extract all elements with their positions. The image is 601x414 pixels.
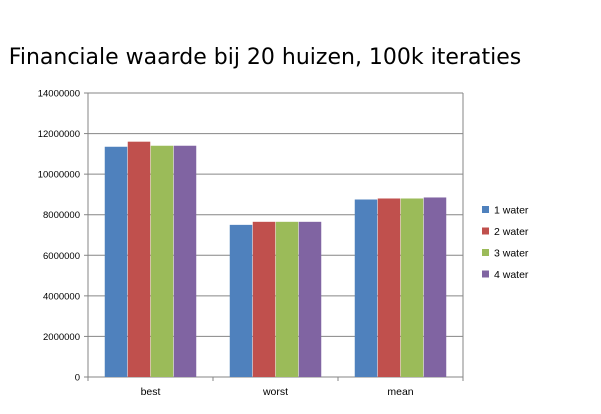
axis-labels: 0 2000000 4000000 6000000 8000000 10000000 120…: [38, 89, 414, 399]
x-category-label: mean: [387, 386, 413, 398]
y-tick-label: 6000000: [43, 251, 80, 262]
y-tick-label: 10000000: [38, 170, 80, 181]
legend-label: 2 water: [494, 226, 529, 238]
legend-swatch: [482, 206, 489, 213]
bar-worst-2-water: [252, 221, 276, 377]
legend: 1 water 2 water 3 water 4 water: [482, 205, 529, 281]
axes: [84, 92, 464, 381]
y-tick-label: 0: [75, 373, 80, 384]
legend-swatch: [482, 227, 489, 235]
bar-best-3-water: [150, 145, 174, 377]
bar-worst-1-water: [229, 224, 253, 377]
y-tick-label: 8000000: [43, 210, 80, 221]
bar-worst-3-water: [275, 221, 299, 377]
legend-label: 1 water: [494, 205, 529, 217]
legend-label: 4 water: [494, 269, 529, 281]
bar-mean-3-water: [400, 198, 424, 377]
legend-swatch: [482, 270, 489, 278]
x-category-label: best: [141, 386, 161, 398]
x-category-label: worst: [262, 386, 288, 398]
bar-worst-4-water: [298, 221, 322, 377]
bar-mean-2-water: [377, 198, 401, 377]
y-tick-label: 2000000: [43, 332, 80, 343]
grid-lines: [88, 92, 463, 337]
y-tick-label: 4000000: [43, 291, 80, 302]
chart-title: Financiale waarde bij 20 huizen, 100k it…: [8, 45, 522, 70]
legend-swatch: [482, 249, 489, 256]
legend-label: 3 water: [494, 248, 529, 260]
bar-best-2-water: [127, 141, 151, 377]
y-tick-label: 12000000: [38, 129, 80, 140]
bar-mean-1-water: [354, 199, 378, 377]
y-tick-label: 14000000: [38, 89, 80, 100]
bar-mean-4-water: [423, 197, 447, 377]
bar-best-4-water: [173, 145, 197, 377]
bar-best-1-water: [104, 146, 128, 377]
bars: [104, 141, 447, 377]
